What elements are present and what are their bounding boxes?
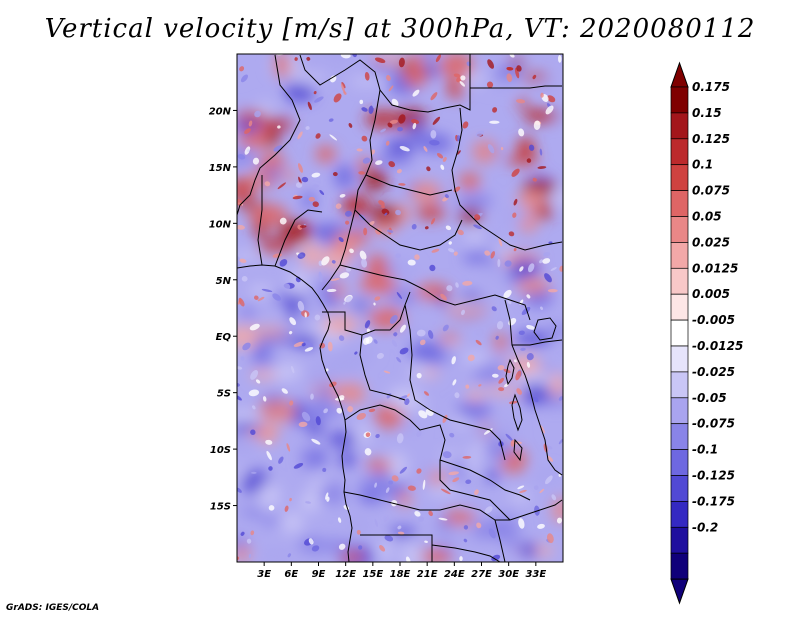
colorbar-swatch — [670, 501, 689, 528]
border — [321, 89, 381, 291]
colorbar-label: -0.175 — [692, 494, 735, 508]
y-tick-label: 5S — [217, 389, 231, 400]
colorbar-label: 0.05 — [692, 210, 722, 224]
colorbar-swatch — [670, 190, 689, 217]
border — [339, 264, 531, 321]
border — [322, 291, 411, 336]
colorbar-label: 0.15 — [692, 106, 722, 120]
colorbar-swatch — [670, 449, 689, 476]
border — [404, 304, 506, 461]
colorbar: 0.175 0.15 0.125 0.1 0.075 0.05 0.025 0.0125 0.0… — [670, 61, 743, 605]
colorbar-swatch — [670, 112, 689, 140]
lake-outline — [513, 438, 523, 462]
x-tick-label: 27E — [471, 569, 492, 580]
x-axis: 3E 6E 9E 12E 15E 18E 21E 24E 27E 30E 33E — [257, 562, 546, 580]
y-tick-label: 5N — [216, 276, 232, 287]
colorbar-label: -0.2 — [692, 520, 718, 534]
y-tick-label: 10N — [209, 219, 232, 230]
border — [237, 54, 301, 216]
colorbar-label: 0.075 — [692, 184, 730, 198]
colorbar-swatch — [670, 423, 689, 450]
x-tick-label: 3E — [257, 569, 271, 580]
border — [360, 534, 433, 562]
border — [354, 209, 463, 251]
colorbar-label: -0.025 — [692, 365, 735, 379]
x-tick-label: 21E — [417, 569, 438, 580]
colorbar-swatch — [670, 526, 689, 554]
colorbar-bottom-arrow — [670, 578, 689, 605]
colorbar-swatch — [670, 319, 689, 347]
colorbar-label: 0.025 — [692, 235, 730, 249]
colorbar-label: 0.1 — [692, 158, 713, 172]
map-title: Vertical velocity [m/s] at 300hPa, VT: 2… — [44, 14, 756, 44]
y-tick-label: EQ — [216, 332, 232, 343]
x-tick-label: 18E — [390, 569, 411, 580]
colorbar-label: 0.125 — [692, 132, 730, 146]
velocity-field — [237, 54, 563, 562]
border — [439, 459, 531, 501]
colorbar-swatch — [670, 552, 689, 580]
x-tick-label: 15E — [362, 569, 383, 580]
x-tick-label: 30E — [498, 569, 519, 580]
colorbar-swatch — [670, 293, 689, 321]
x-tick-label: 12E — [335, 569, 356, 580]
border — [299, 54, 471, 113]
colorbar-swatch — [670, 371, 689, 399]
border — [470, 85, 562, 89]
colorbar-label: -0.005 — [692, 313, 735, 327]
border — [359, 334, 406, 401]
border — [451, 107, 563, 251]
colorbar-swatch — [670, 164, 689, 191]
colorbar-swatch — [670, 216, 689, 243]
colorbar-label: -0.125 — [692, 469, 735, 483]
y-axis: 20N 15N 10N 5N EQ 5S 10S 15S — [209, 106, 237, 513]
colorbar-swatch — [670, 138, 689, 166]
x-tick-label: 33E — [525, 569, 546, 580]
colorbar-label: 0.005 — [692, 287, 730, 301]
colorbar-swatch — [670, 397, 689, 425]
border — [365, 174, 453, 196]
y-tick-label: 15S — [210, 502, 231, 513]
border — [274, 209, 323, 267]
colorbar-swatch — [670, 345, 689, 373]
colorbar-swatch — [670, 267, 689, 295]
footer-credit: GrADS: IGES/COLA — [6, 603, 100, 613]
border — [257, 175, 263, 266]
border — [431, 544, 501, 562]
border — [344, 404, 511, 521]
colorbar-label: 0.0125 — [692, 261, 738, 275]
plot-area — [237, 54, 563, 562]
colorbar-label: -0.075 — [692, 417, 735, 431]
colorbar-label: -0.05 — [692, 391, 727, 405]
x-tick-label: 24E — [444, 569, 465, 580]
colorbar-swatch — [670, 86, 689, 114]
country-borders — [237, 54, 563, 562]
colorbar-swatch — [670, 475, 689, 502]
y-tick-label: 10S — [210, 445, 231, 456]
y-tick-label: 20N — [209, 106, 232, 117]
x-tick-label: 6E — [284, 569, 298, 580]
colorbar-label: -0.0125 — [692, 339, 743, 353]
lake-outline — [511, 393, 523, 432]
border — [504, 299, 563, 476]
colorbar-top-arrow — [670, 61, 689, 88]
border — [343, 491, 563, 521]
coastline — [237, 264, 353, 562]
border — [494, 519, 506, 562]
colorbar-label: 0.175 — [692, 80, 730, 94]
colorbar-swatch — [670, 242, 689, 269]
x-tick-label: 9E — [312, 569, 326, 580]
border — [512, 339, 563, 346]
lake-outline — [533, 317, 557, 341]
colorbar-label: -0.1 — [692, 443, 718, 457]
lake-outline — [505, 358, 515, 386]
y-tick-label: 15N — [209, 163, 232, 174]
